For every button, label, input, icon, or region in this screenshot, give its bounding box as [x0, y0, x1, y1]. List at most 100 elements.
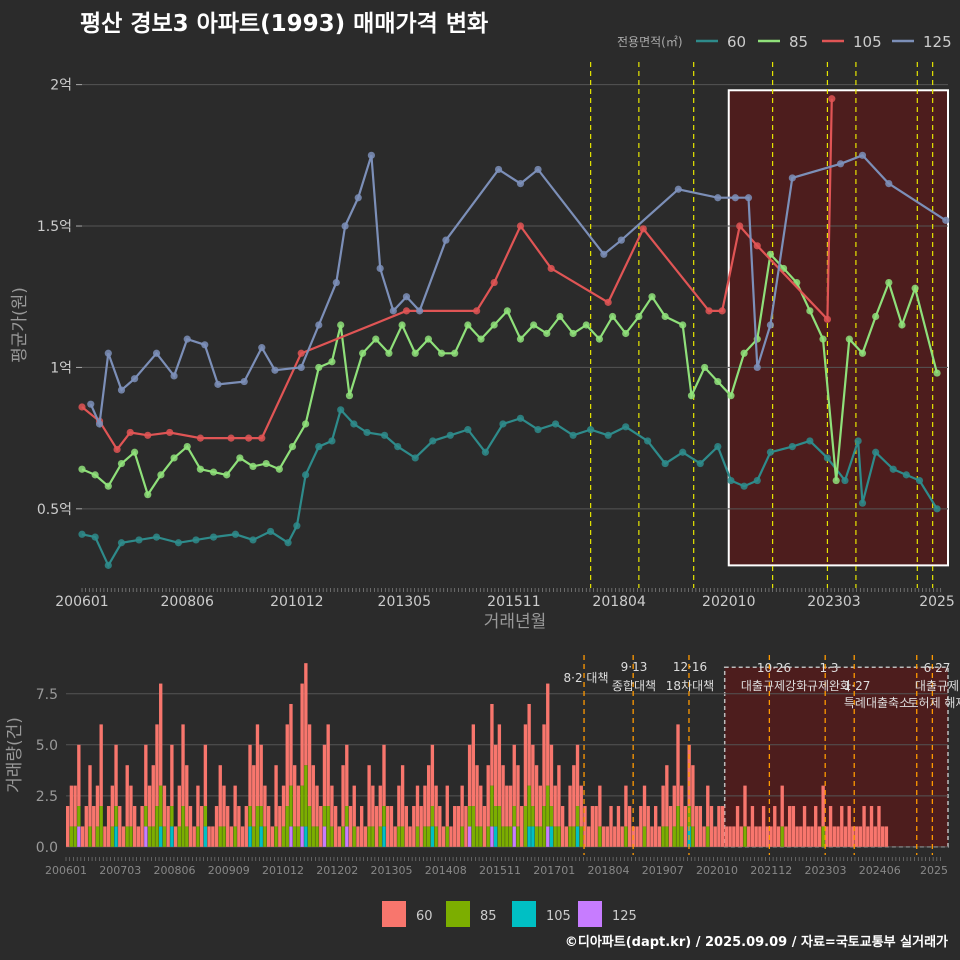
- bar-105: [382, 826, 386, 847]
- bar-60: [467, 744, 472, 807]
- bar-60: [575, 744, 580, 807]
- x-tick-label-bottom: 200703: [99, 864, 141, 877]
- bar-85: [110, 826, 115, 847]
- bar-85: [534, 826, 539, 847]
- bar-105: [159, 826, 163, 847]
- bar-60: [810, 826, 814, 847]
- data-point-60: [446, 431, 454, 439]
- data-point-125: [152, 349, 161, 357]
- bar-125: [300, 826, 304, 847]
- bar-85: [642, 826, 647, 847]
- bar-85: [780, 826, 784, 847]
- data-point-85: [622, 329, 630, 338]
- bar-85: [69, 826, 74, 847]
- bar-85: [162, 826, 167, 847]
- bar-85: [352, 826, 356, 847]
- bar-60: [322, 744, 327, 807]
- bar-60: [319, 806, 323, 847]
- bar-60: [80, 826, 85, 847]
- data-point-125: [201, 341, 209, 349]
- bar-60: [739, 826, 743, 847]
- bar-60: [88, 765, 92, 827]
- bar-60: [560, 806, 565, 847]
- bar-60: [352, 785, 356, 827]
- x-tick-label-bottom: 202406: [859, 864, 901, 877]
- bar-60: [750, 806, 755, 847]
- data-point-125: [402, 293, 411, 301]
- data-point-60: [284, 539, 292, 547]
- data-point-60: [714, 443, 722, 451]
- bar-60: [92, 806, 96, 847]
- data-point-105: [604, 298, 612, 306]
- bar-85: [296, 826, 301, 847]
- bar-85: [546, 785, 550, 827]
- bar-60: [255, 724, 260, 807]
- bar-85: [691, 826, 695, 847]
- data-point-60: [293, 522, 301, 530]
- data-point-85: [157, 471, 165, 479]
- policy-annotation: 10·26: [757, 661, 791, 675]
- data-point-125: [600, 250, 608, 258]
- data-point-85: [144, 491, 152, 499]
- data-point-60: [661, 459, 669, 468]
- x-tick-label: 200806: [161, 594, 215, 610]
- bar-60: [400, 765, 405, 827]
- bar-60: [162, 785, 167, 827]
- bar-60: [136, 826, 141, 847]
- data-point-60: [516, 414, 525, 422]
- bar-85: [155, 806, 159, 847]
- data-point-125: [416, 307, 424, 315]
- bar-85: [680, 826, 684, 847]
- data-point-60: [534, 426, 542, 434]
- data-point-85: [872, 312, 880, 321]
- bar-60: [802, 806, 807, 847]
- bar-60: [780, 785, 784, 827]
- data-point-60: [841, 476, 849, 485]
- data-point-125: [271, 366, 279, 374]
- data-point-60: [806, 437, 814, 445]
- bar-85: [311, 826, 315, 847]
- policy-annotation: 6·27: [924, 661, 951, 675]
- y-tick-label: 0.5억: [37, 502, 72, 518]
- data-point-125: [836, 160, 845, 168]
- data-point-125: [744, 194, 753, 202]
- data-point-60: [135, 536, 143, 544]
- bar-105: [430, 826, 435, 847]
- data-point-85: [740, 349, 748, 357]
- data-point-60: [604, 431, 612, 439]
- data-point-125: [376, 264, 384, 273]
- bar-60: [226, 806, 230, 847]
- data-point-60: [350, 420, 358, 428]
- data-point-60: [889, 465, 897, 473]
- bar-85: [95, 826, 100, 847]
- bar-60: [832, 826, 836, 847]
- bar-60: [348, 806, 353, 847]
- bar-60: [181, 724, 185, 807]
- data-point-125: [95, 420, 104, 428]
- data-point-60: [117, 539, 126, 547]
- data-point-125: [297, 363, 305, 372]
- bar-60: [330, 785, 334, 827]
- bar-60: [95, 785, 100, 827]
- policy-annotation: 대출규제: [915, 679, 959, 693]
- footer-credit: ©디아파트(dapt.kr) / 2025.09.09 / 자료=국토교통부 실…: [564, 935, 948, 950]
- bar-85: [508, 826, 513, 847]
- data-point-60: [266, 527, 275, 536]
- bar-60: [884, 826, 889, 847]
- bar-85: [73, 826, 77, 847]
- bar-85: [479, 826, 483, 847]
- bar-60: [110, 785, 115, 827]
- data-point-85: [543, 329, 551, 338]
- bar-85: [307, 806, 312, 847]
- bar-125: [490, 826, 494, 847]
- policy-annotation: 특례대출축소: [844, 696, 910, 710]
- bar-60: [118, 806, 122, 847]
- data-point-85: [464, 321, 472, 329]
- bar-60: [408, 826, 412, 847]
- data-point-85: [91, 471, 99, 479]
- bar-60: [129, 785, 133, 827]
- data-point-60: [394, 443, 402, 451]
- bar-85: [415, 826, 420, 847]
- bar-85: [293, 826, 297, 847]
- bar-60: [341, 765, 345, 827]
